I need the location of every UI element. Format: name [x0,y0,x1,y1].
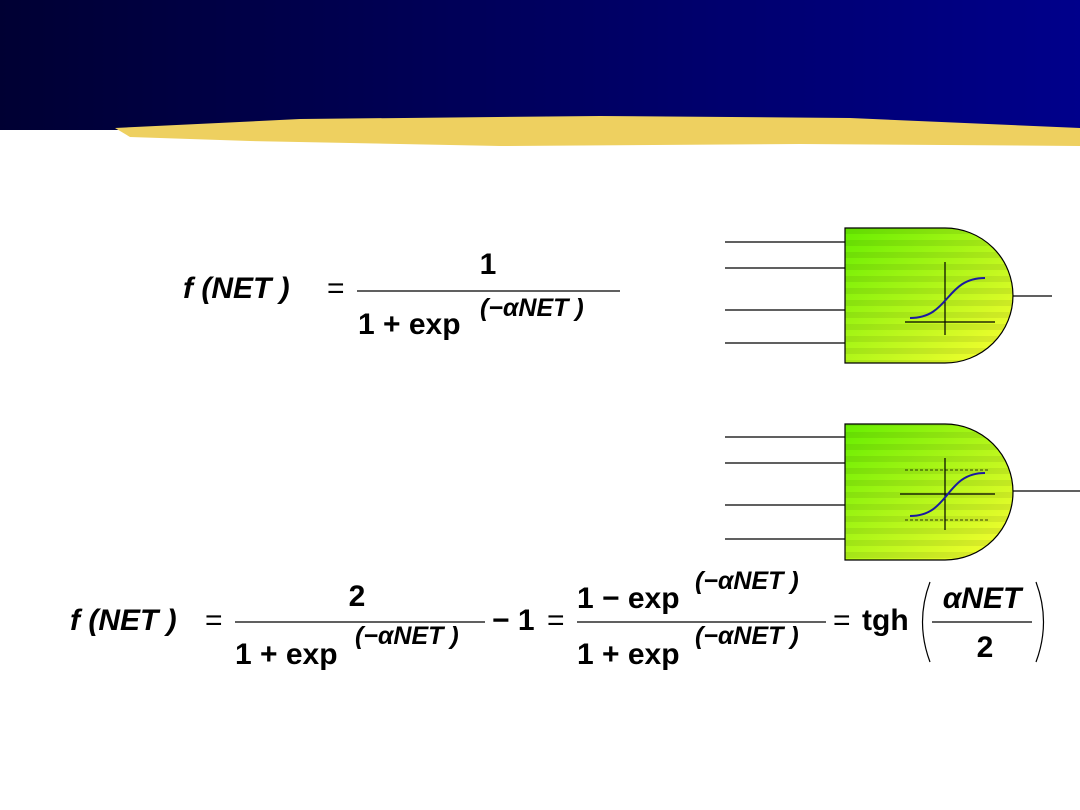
formula-text: (−αNET ) [480,294,584,322]
neuron-diagram [725,227,1052,364]
formula-text: − 1 [492,604,535,637]
formula-text: (−αNET ) [695,622,799,650]
formula-text: 2 [348,580,366,613]
header-band [0,0,1080,130]
formula-text: f (NET ) [183,272,298,305]
formula-text: = [205,604,223,637]
neuron-diagram [725,423,1080,561]
fraction-bars [235,290,1045,663]
formula-text: αNET [942,582,1022,615]
brush-stroke [115,116,1080,146]
formula-text: 1 − exp [577,582,680,615]
formula-text: f (NET ) [70,604,185,637]
formula-text: 2 [976,631,994,664]
formula-text: 1 + exp [235,638,338,671]
formula-text: = [833,604,851,637]
formula-text: (−αNET ) [695,567,799,595]
formula-text: = [547,604,565,637]
formula-text: tgh [862,604,909,637]
formula-text: (−αNET ) [355,622,459,650]
formula-text: 1 + exp [358,308,461,341]
formula-text: = [327,272,345,305]
formula-text: 1 + exp [577,638,680,671]
formula-text: 1 [479,248,497,281]
